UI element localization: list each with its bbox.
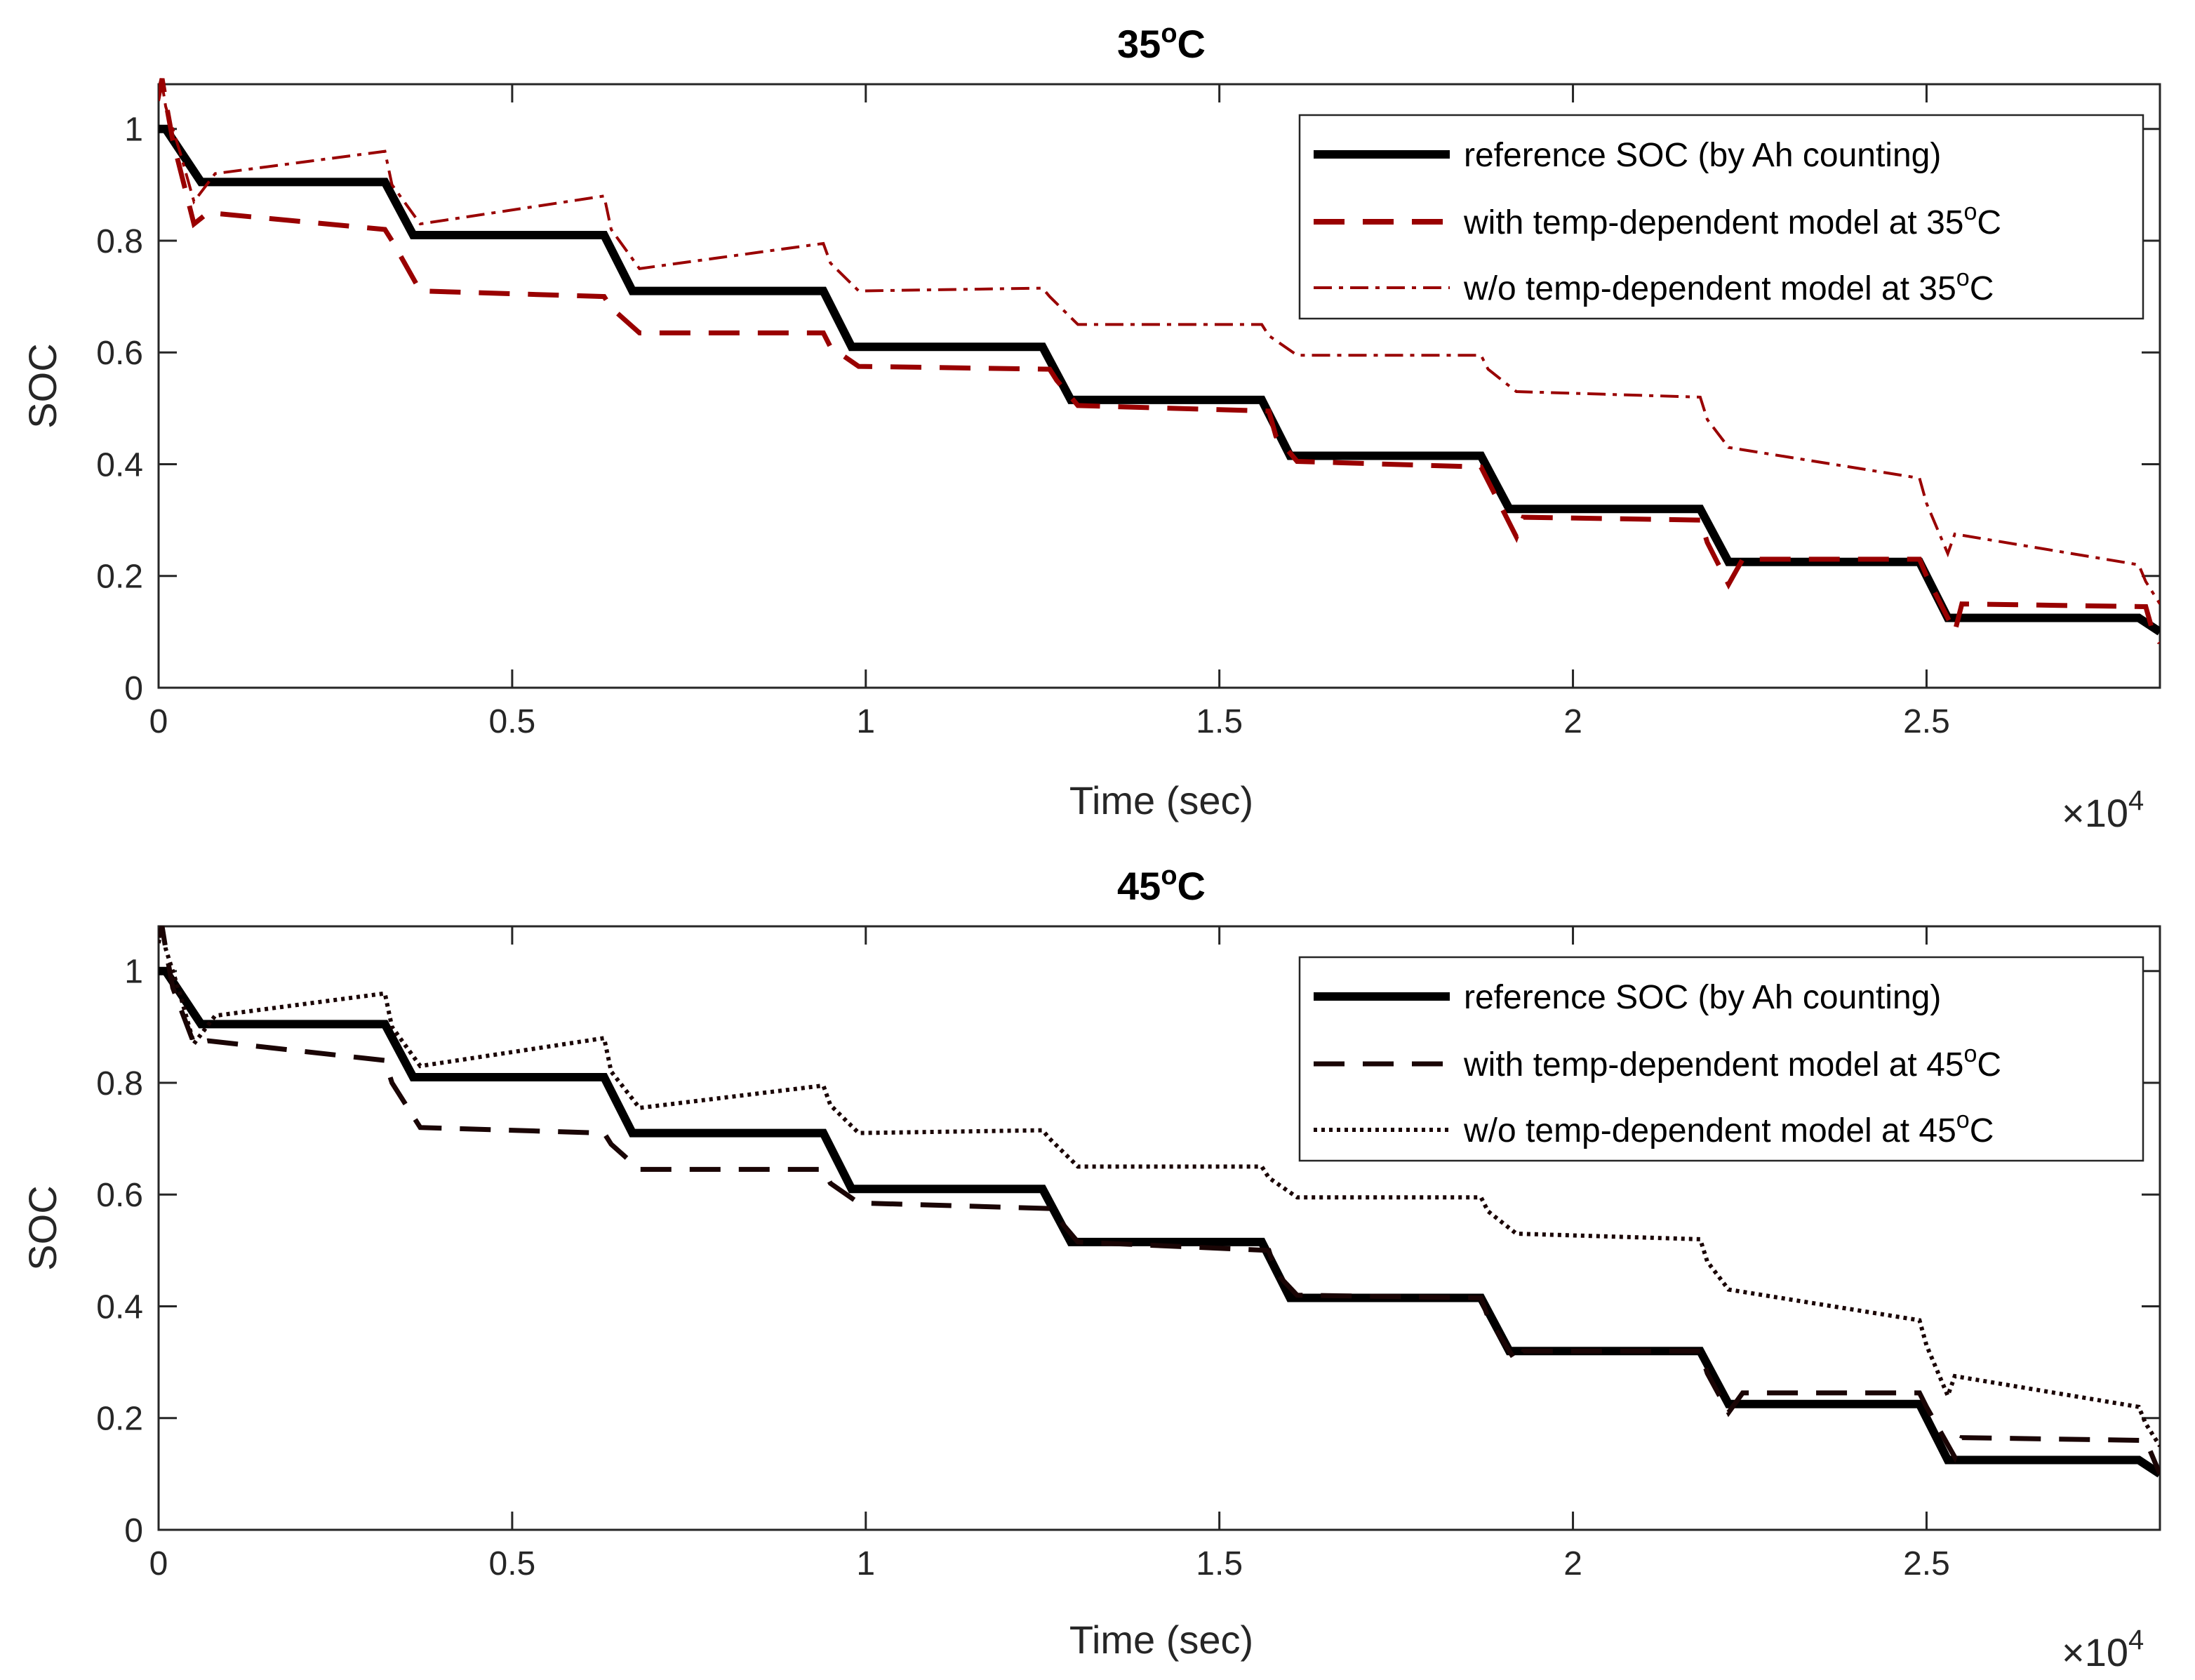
x-multiplier: ×104 — [2062, 785, 2144, 835]
x-tick-label: 0 — [149, 1545, 168, 1582]
x-tick-label: 0.5 — [489, 1545, 536, 1582]
y-tick-label: 0.8 — [96, 223, 143, 260]
y-tick-label: 0 — [124, 1512, 143, 1549]
subplot-title: 35oC — [1117, 19, 1206, 66]
legend: reference SOC (by Ah counting) with temp… — [1298, 114, 2144, 320]
x-tick-label: 2 — [1563, 1545, 1582, 1582]
series-line-dash — [159, 925, 2160, 1475]
y-tick-label: 0.6 — [96, 1177, 143, 1214]
y-axis-label: SOC — [20, 343, 65, 428]
legend-label-reference: reference SOC (by Ah counting) — [1464, 979, 1941, 1016]
series-line-solid — [159, 124, 2160, 636]
y-tick-label: 0.6 — [96, 335, 143, 372]
legend-box — [1298, 114, 2144, 320]
x-tick-label: 1.5 — [1196, 1545, 1243, 1582]
legend: reference SOC (by Ah counting) with temp… — [1298, 956, 2144, 1162]
y-tick-label: 0.4 — [96, 1288, 143, 1326]
legend-label-with-temp: with temp-dependent model at 45oC — [1463, 1041, 2001, 1084]
y-tick-label: 1 — [124, 112, 143, 149]
x-tick-labels: 0 0.5 1 1.5 2 2.5 — [149, 703, 1950, 740]
legend-box — [1298, 956, 2144, 1162]
x-tick-label: 2.5 — [1903, 703, 1950, 740]
x-tick-label: 1 — [856, 703, 875, 740]
y-tick-label: 0.8 — [96, 1065, 143, 1102]
legend-label-without-temp: w/o temp-dependent model at 45oC — [1463, 1107, 1994, 1149]
x-multiplier: ×104 — [2062, 1625, 2144, 1674]
y-axis-label: SOC — [20, 1185, 65, 1270]
subplot-title: 45oC — [1117, 861, 1206, 908]
series-group — [159, 925, 2160, 1478]
x-tick-label: 2.5 — [1903, 1545, 1950, 1582]
y-tick-labels: 0 0.2 0.4 0.6 0.8 1 — [96, 954, 143, 1549]
y-tick-label: 0.2 — [96, 1401, 143, 1438]
y-tick-label: 0.4 — [96, 446, 143, 484]
legend-label-with-temp: with temp-dependent model at 35oC — [1463, 199, 2001, 241]
x-tick-label: 1 — [856, 1545, 875, 1582]
x-tick-label: 2 — [1563, 703, 1582, 740]
legend-label-reference: reference SOC (by Ah counting) — [1464, 137, 1941, 174]
series-line-dash — [159, 78, 2160, 645]
legend-label-without-temp: w/o temp-dependent model at 35oC — [1463, 265, 1994, 307]
y-tick-label: 0.2 — [96, 559, 143, 596]
y-tick-labels: 0 0.2 0.4 0.6 0.8 1 — [96, 112, 143, 707]
x-axis-label: Time (sec) — [1069, 778, 1253, 822]
x-tick-label: 1.5 — [1196, 703, 1243, 740]
subplot-45c: 45oC 0 0.5 1 1.5 2 2.5 0 0.2 0.4 0.6 0.8 1 Time (s… — [20, 861, 2161, 1674]
x-tick-label: 0 — [149, 703, 168, 740]
series-group — [159, 78, 2160, 645]
subplot-35c: 35oC 0 0.5 1 1.5 2 2.5 0 0.2 0.4 0.6 0.8 1 Time (s… — [20, 19, 2161, 835]
x-tick-label: 0.5 — [489, 703, 536, 740]
series-line-solid — [159, 966, 2160, 1478]
x-axis-label: Time (sec) — [1069, 1618, 1253, 1662]
series-line-dashdot — [159, 84, 2160, 605]
y-tick-label: 0 — [124, 670, 143, 707]
y-tick-label: 1 — [124, 954, 143, 991]
x-tick-labels: 0 0.5 1 1.5 2 2.5 — [149, 1545, 1950, 1582]
